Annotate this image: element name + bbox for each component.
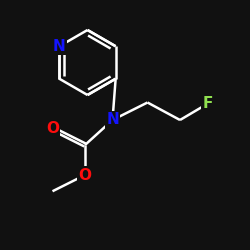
Text: O: O: [78, 168, 92, 182]
Text: N: N: [53, 39, 66, 54]
Text: N: N: [106, 112, 119, 128]
Text: O: O: [46, 121, 59, 136]
Text: F: F: [202, 96, 213, 111]
